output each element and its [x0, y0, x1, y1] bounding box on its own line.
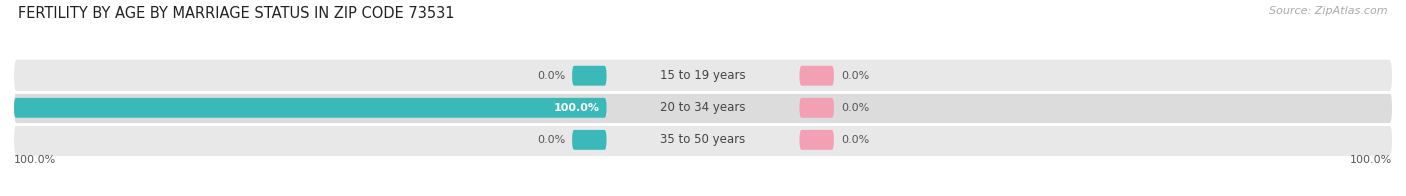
Text: 0.0%: 0.0% [841, 103, 869, 113]
Text: 100.0%: 100.0% [14, 155, 56, 165]
Text: 0.0%: 0.0% [841, 71, 869, 81]
Text: 100.0%: 100.0% [1350, 155, 1392, 165]
FancyBboxPatch shape [800, 98, 834, 118]
FancyBboxPatch shape [14, 92, 1392, 124]
Text: FERTILITY BY AGE BY MARRIAGE STATUS IN ZIP CODE 73531: FERTILITY BY AGE BY MARRIAGE STATUS IN Z… [18, 6, 454, 21]
Text: 35 to 50 years: 35 to 50 years [661, 133, 745, 146]
FancyBboxPatch shape [800, 66, 834, 86]
FancyBboxPatch shape [572, 130, 606, 150]
FancyBboxPatch shape [14, 60, 1392, 92]
Text: 100.0%: 100.0% [554, 103, 599, 113]
Text: 0.0%: 0.0% [537, 135, 565, 145]
Text: 15 to 19 years: 15 to 19 years [661, 69, 745, 82]
FancyBboxPatch shape [572, 66, 606, 86]
FancyBboxPatch shape [800, 130, 834, 150]
Text: Source: ZipAtlas.com: Source: ZipAtlas.com [1270, 6, 1388, 16]
Text: 20 to 34 years: 20 to 34 years [661, 101, 745, 114]
Text: 0.0%: 0.0% [537, 71, 565, 81]
Text: 0.0%: 0.0% [841, 135, 869, 145]
FancyBboxPatch shape [14, 124, 1392, 156]
FancyBboxPatch shape [14, 98, 606, 118]
